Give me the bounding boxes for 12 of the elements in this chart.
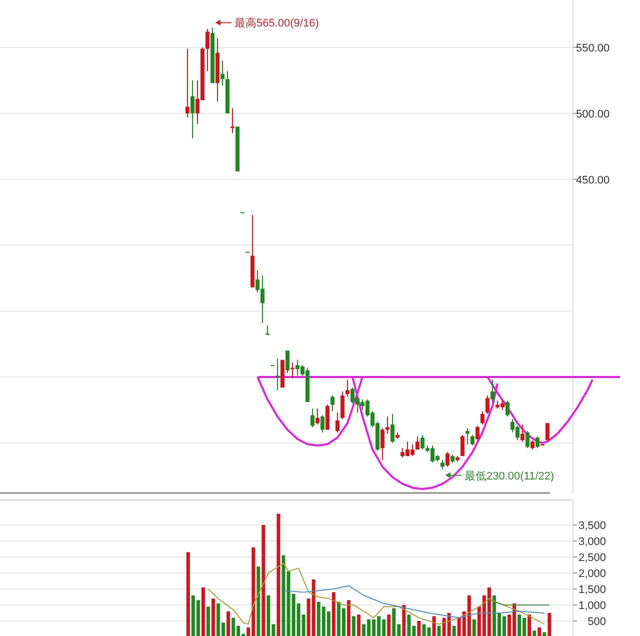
y-tick-label: 550.00 [576,42,610,54]
y-tick-label: 2,500 [578,552,606,564]
y-tick-label: 500 [588,616,606,628]
y-tick-label: 1,500 [578,584,606,596]
y-tick-label: 1,000 [578,600,606,612]
y-tick-label: 3,500 [578,520,606,532]
y-tick-label: 500.00 [576,108,610,120]
y-tick-label: 3,000 [578,536,606,548]
annotation: 最高565.00(9/16) [234,16,319,30]
y-tick-label: 450.00 [576,174,610,186]
y-tick-label: 2,000 [578,568,606,580]
annotation: 最低230.00(11/22) [464,470,554,482]
